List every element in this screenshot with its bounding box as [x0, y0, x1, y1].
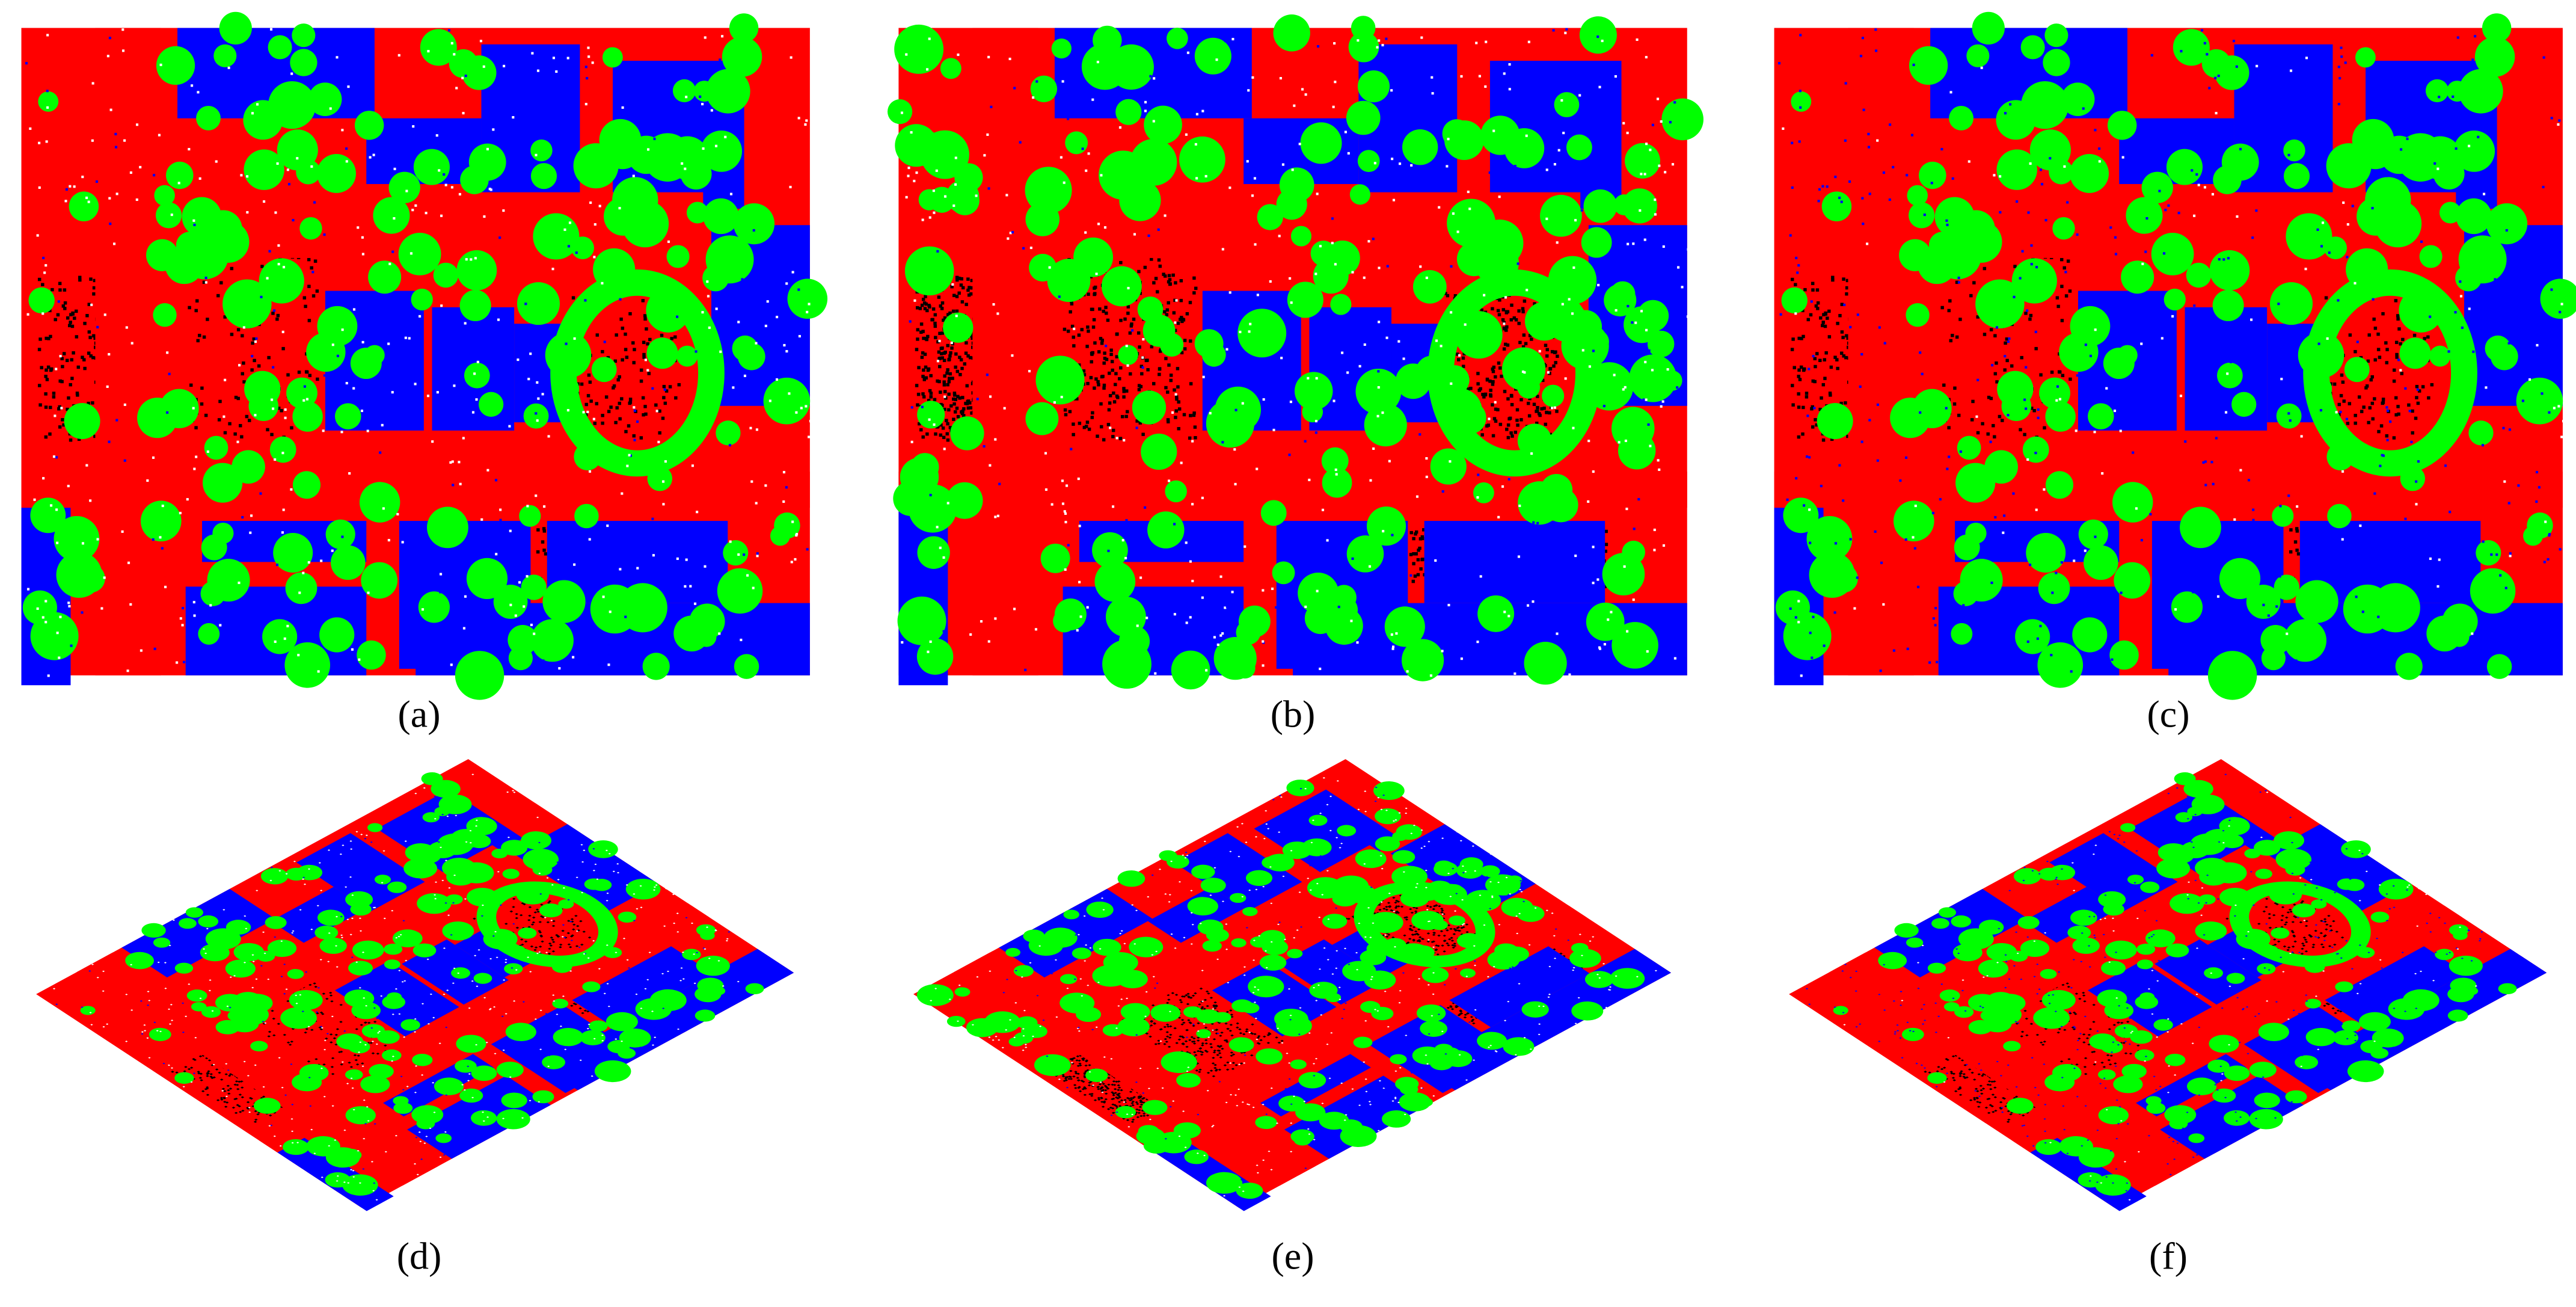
panel-label: (d)	[397, 1235, 442, 1278]
top-view	[888, 14, 1704, 689]
panel-label: (e)	[1271, 1235, 1314, 1278]
panel-label: (a)	[397, 693, 440, 736]
oblique-view	[1781, 749, 2569, 1216]
top-view	[1774, 12, 2576, 700]
oblique-view	[901, 750, 1687, 1216]
panel-label: (c)	[2147, 693, 2189, 736]
panels	[22, 12, 2576, 1216]
oblique-view	[28, 749, 816, 1216]
panel-label: (f)	[2149, 1235, 2188, 1278]
panel-label: (b)	[1271, 693, 1316, 736]
top-view	[22, 12, 828, 700]
